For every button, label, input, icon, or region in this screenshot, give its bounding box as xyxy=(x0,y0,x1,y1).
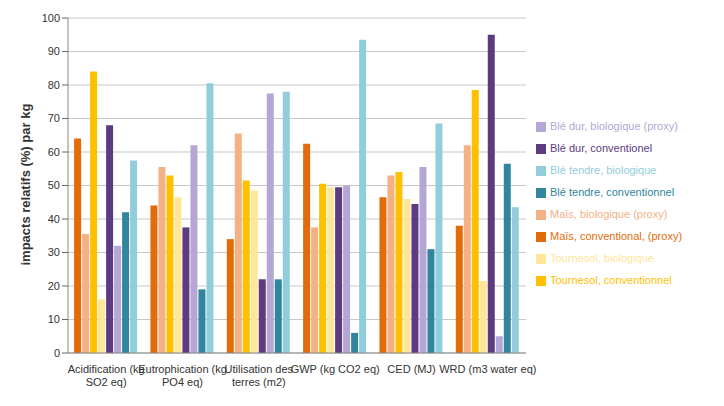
html-text:Blé tendre, conventionnel: Blé tendre, conventionnel xyxy=(550,186,675,198)
svg-text:80: 80 xyxy=(48,79,60,91)
svg-text:impacts relatifs (%) par kg: impacts relatifs (%) par kg xyxy=(18,104,33,266)
html-text:Tournesol, conventionnel: Tournesol, conventionnel xyxy=(550,274,672,286)
svg-text:Acidification (kgSO2 eq): Acidification (kgSO2 eq) xyxy=(68,363,145,388)
svg-text:40: 40 xyxy=(48,213,60,225)
svg-text:60: 60 xyxy=(48,146,60,158)
html-text:Blé dur, conventionel: Blé dur, conventionel xyxy=(550,142,653,154)
svg-text:Utilisation desterres (m2): Utilisation desterres (m2) xyxy=(225,363,294,388)
html-text:Maïs, biologique (proxy): Maïs, biologique (proxy) xyxy=(550,208,668,220)
svg-text:10: 10 xyxy=(48,313,60,325)
svg-text:30: 30 xyxy=(48,246,60,258)
svg-text:Eutrophication (kgPO4 eq): Eutrophication (kgPO4 eq) xyxy=(138,363,227,388)
svg-text:20: 20 xyxy=(48,280,60,292)
svg-text:100: 100 xyxy=(42,12,60,24)
svg-text:WRD (m3 water eq): WRD (m3 water eq) xyxy=(439,363,536,375)
svg-text:50: 50 xyxy=(48,179,60,191)
svg-text:CED (MJ): CED (MJ) xyxy=(387,363,435,375)
svg-text:0: 0 xyxy=(54,347,60,359)
html-text:Tournesol, biologique: Tournesol, biologique xyxy=(550,252,654,264)
svg-text:90: 90 xyxy=(48,45,60,57)
html-text:Maïs, conventional, (proxy): Maïs, conventional, (proxy) xyxy=(550,230,683,242)
html-text:Blé tendre, biologique: Blé tendre, biologique xyxy=(550,164,657,176)
svg-text:GWP (kg CO2 eq): GWP (kg CO2 eq) xyxy=(291,363,380,375)
html-text:Blé dur, biologique (proxy): Blé dur, biologique (proxy) xyxy=(550,120,678,132)
svg-text:70: 70 xyxy=(48,112,60,124)
